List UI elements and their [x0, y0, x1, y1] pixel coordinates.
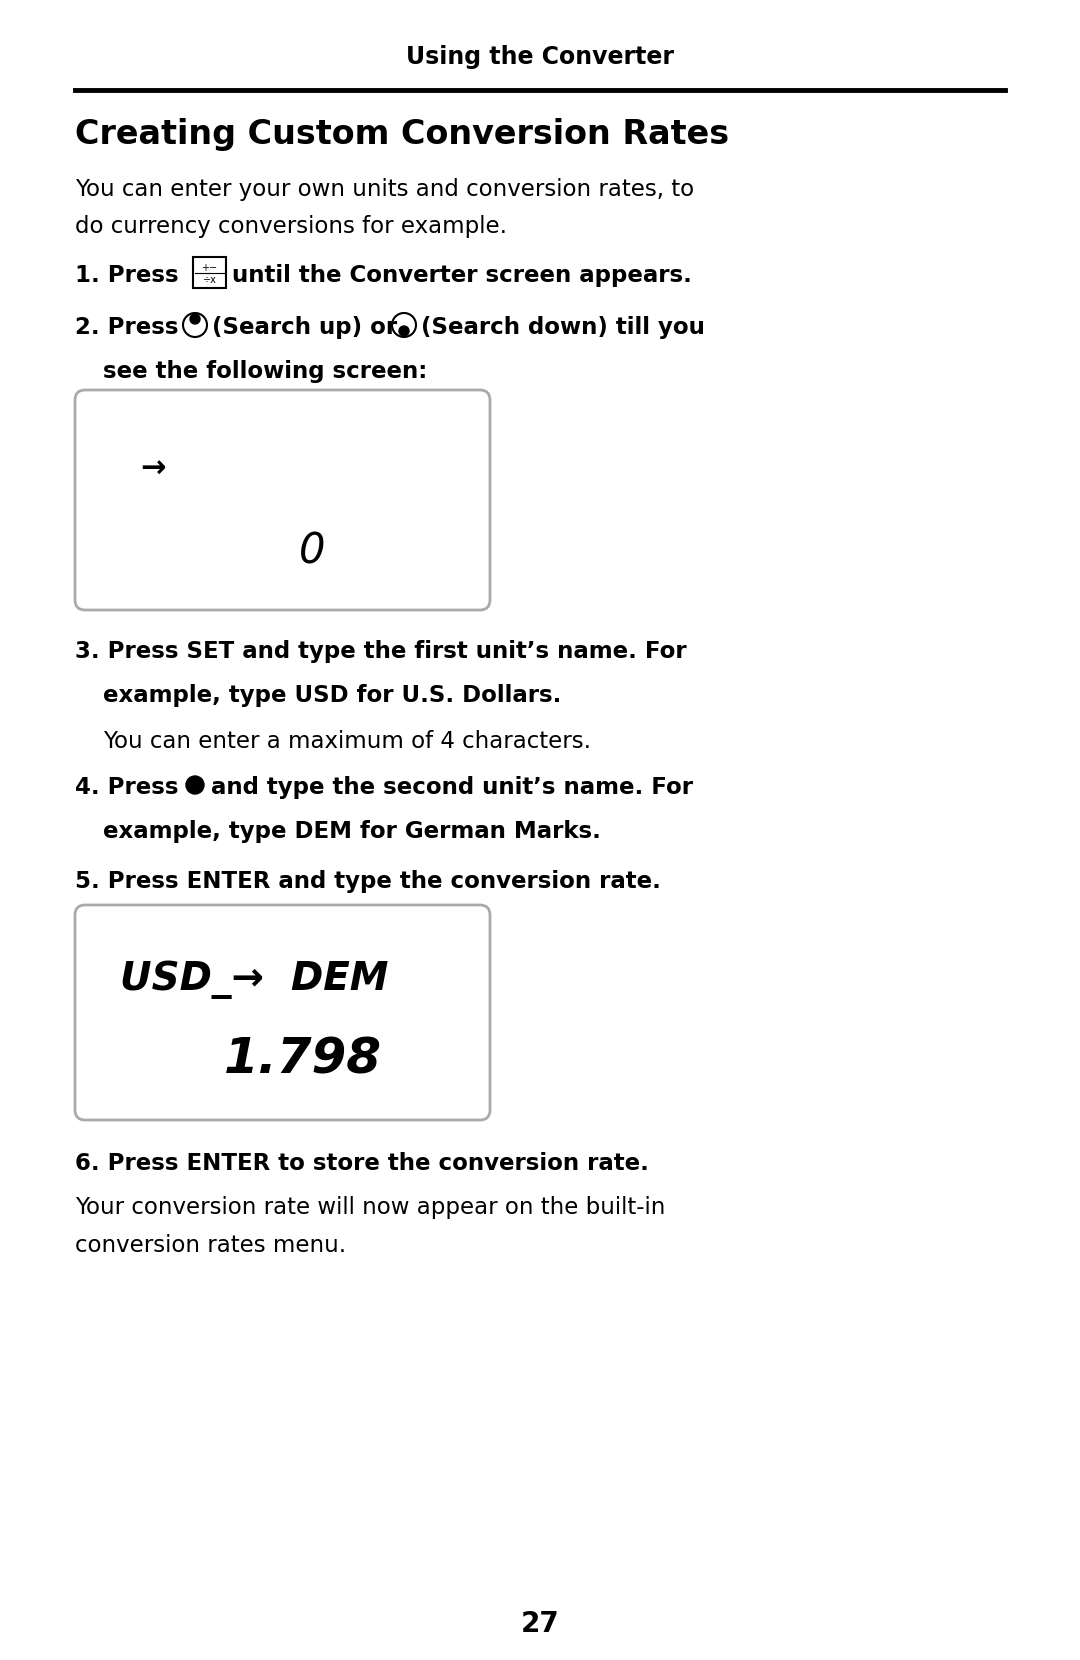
FancyBboxPatch shape — [193, 257, 226, 289]
Text: ÷x: ÷x — [203, 276, 216, 286]
FancyBboxPatch shape — [75, 905, 490, 1120]
Text: 2. Press: 2. Press — [75, 315, 178, 339]
FancyBboxPatch shape — [75, 390, 490, 609]
Text: 6. Press ENTER to store the conversion rate.: 6. Press ENTER to store the conversion r… — [75, 1152, 649, 1175]
Text: 4. Press: 4. Press — [75, 775, 178, 798]
Text: 5. Press ENTER and type the conversion rate.: 5. Press ENTER and type the conversion r… — [75, 870, 661, 893]
Text: +−: +− — [202, 262, 217, 272]
Text: 1.798: 1.798 — [224, 1034, 381, 1082]
Circle shape — [186, 775, 204, 793]
Text: until the Converter screen appears.: until the Converter screen appears. — [232, 264, 692, 287]
Text: Creating Custom Conversion Rates: Creating Custom Conversion Rates — [75, 118, 729, 151]
Text: You can enter a maximum of 4 characters.: You can enter a maximum of 4 characters. — [103, 730, 591, 754]
Text: 1. Press: 1. Press — [75, 264, 178, 287]
Circle shape — [190, 314, 200, 324]
Text: see the following screen:: see the following screen: — [103, 360, 428, 383]
Text: 3. Press SET and type the first unit’s name. For: 3. Press SET and type the first unit’s n… — [75, 641, 687, 662]
Text: (Search down) till you: (Search down) till you — [421, 315, 705, 339]
Circle shape — [399, 325, 409, 335]
Text: →: → — [140, 455, 165, 485]
Text: You can enter your own units and conversion rates, to: You can enter your own units and convers… — [75, 178, 694, 201]
Text: (Search up) or: (Search up) or — [212, 315, 397, 339]
Text: USD_→  DEM: USD_→ DEM — [120, 959, 389, 999]
Text: Using the Converter: Using the Converter — [406, 45, 674, 70]
Text: Your conversion rate will now appear on the built-in: Your conversion rate will now appear on … — [75, 1195, 665, 1218]
Text: example, type DEM for German Marks.: example, type DEM for German Marks. — [103, 820, 600, 843]
Text: 27: 27 — [521, 1610, 559, 1638]
Text: and type the second unit’s name. For: and type the second unit’s name. For — [211, 775, 693, 798]
Text: do currency conversions for example.: do currency conversions for example. — [75, 216, 507, 237]
Text: conversion rates menu.: conversion rates menu. — [75, 1233, 346, 1257]
Text: 0: 0 — [299, 530, 326, 573]
Text: example, type USD for U.S. Dollars.: example, type USD for U.S. Dollars. — [103, 684, 562, 707]
